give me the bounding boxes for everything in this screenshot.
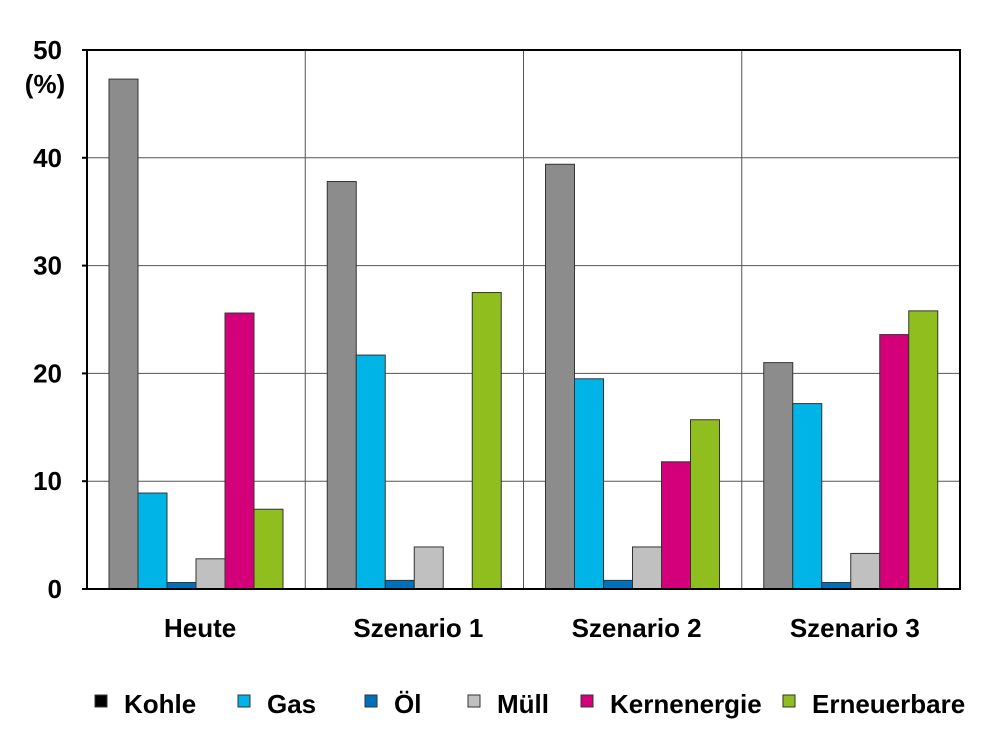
legend-label: Gas	[267, 689, 316, 719]
bar-öl-3	[603, 579, 633, 590]
legend-swatch-gas	[237, 694, 251, 708]
gridlines	[87, 50, 960, 589]
y-tick-label: 30	[33, 251, 62, 281]
legend-label: Öl	[394, 689, 421, 719]
bars	[108, 78, 939, 590]
bar-kohle-2	[326, 181, 357, 590]
bar-kohle-4	[763, 362, 794, 590]
category-label: Szenario 1	[353, 613, 483, 643]
bar-gas-1	[137, 492, 168, 590]
bar-gas-4	[792, 403, 823, 590]
category-label: Heute	[164, 613, 236, 643]
y-tick-label: 40	[33, 143, 62, 173]
legend-label: Kernenergie	[610, 689, 762, 719]
y-tick-label: 50	[33, 35, 62, 65]
bar-kernenergie-1	[224, 312, 255, 590]
bar-öl-2	[384, 579, 415, 590]
legend-label: Müll	[497, 689, 549, 719]
legend-swatch-öl	[364, 694, 378, 708]
legend-swatch-kohle	[94, 694, 108, 708]
bar-müll-4	[850, 552, 881, 590]
legend: Kohle Gas Öl Müll Kernenergie Erneuerbare	[94, 689, 965, 719]
y-tick-label: 20	[33, 358, 62, 388]
legend-label: Kohle	[124, 689, 196, 719]
legend-swatch-kernenergie	[580, 694, 594, 708]
bar-gas-2	[355, 354, 386, 590]
bar-müll-1	[195, 558, 226, 590]
legend-label: Erneuerbare	[812, 689, 965, 719]
category-labels: Heute Szenario 1 Szenario 2 Szenario 3	[164, 613, 920, 643]
bar-kohle-3	[545, 163, 575, 590]
y-axis-label: (%)	[25, 69, 65, 99]
y-axis-ticks: 0 10 20 30 40 50	[33, 35, 87, 604]
bar-kernenergie-3	[661, 461, 691, 590]
y-tick-label: 0	[48, 574, 62, 604]
plot-frame	[86, 49, 961, 590]
y-tick-label: 10	[33, 466, 62, 496]
bar-erneuerbare-4	[908, 310, 939, 590]
legend-swatch-müll	[467, 694, 481, 708]
category-label: Szenario 2	[572, 613, 702, 643]
bar-erneuerbare-2	[471, 292, 502, 590]
category-label: Szenario 3	[790, 613, 920, 643]
bar-erneuerbare-1	[253, 508, 284, 590]
bar-kernenergie-4	[879, 334, 910, 590]
bar-kohle-1	[108, 78, 139, 590]
legend-swatch-erneuerbare	[782, 694, 796, 708]
bar-müll-2	[413, 546, 444, 590]
bar-gas-3	[574, 378, 604, 590]
bar-müll-3	[632, 546, 662, 590]
bar-erneuerbare-3	[690, 419, 720, 590]
